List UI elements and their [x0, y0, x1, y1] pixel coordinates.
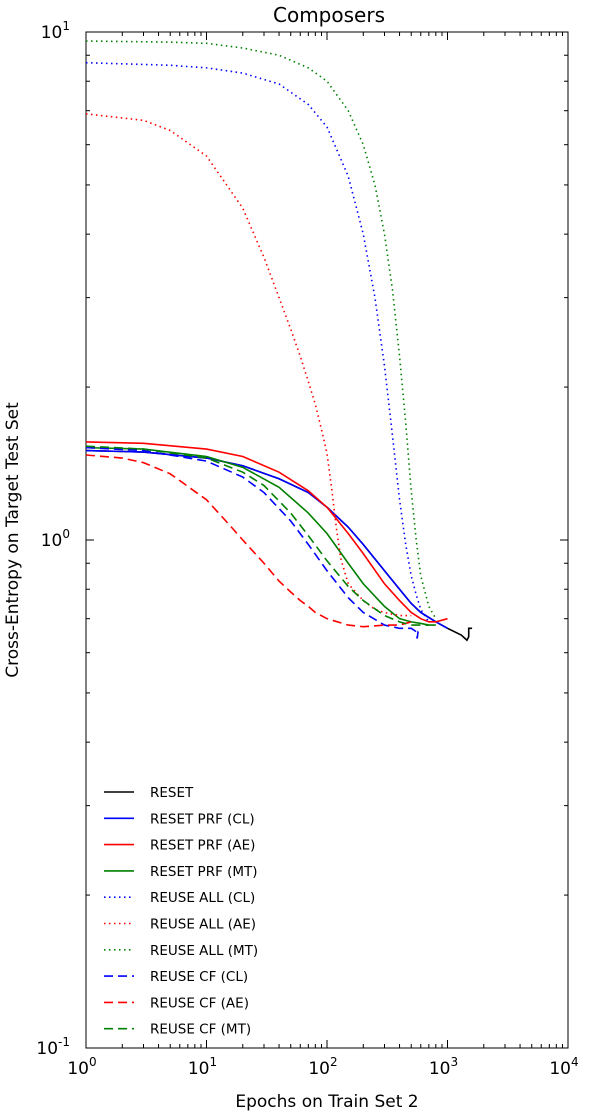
legend-entry-label: REUSE CF (CL) [150, 969, 248, 985]
series-line-9 [85, 445, 429, 626]
plot-frame [85, 31, 569, 1049]
x-tick-label: 101 [188, 1055, 217, 1079]
y-tick-label: 10-1 [36, 1035, 70, 1059]
legend-entry-label: RESET PRF (CL) [150, 811, 255, 827]
legend-entry-label: REUSE ALL (MT) [150, 943, 258, 959]
data-series [85, 40, 473, 642]
legend: RESET RESET PRF (CL) RESET PRF (AE) RESET P… [104, 785, 258, 1038]
series-line-2 [85, 441, 448, 623]
legend-entry-label: REUSE CF (AE) [150, 995, 249, 1011]
x-tick-label: 102 [308, 1055, 337, 1079]
series-line-7 [85, 446, 421, 639]
x-tick-label: 104 [549, 1055, 578, 1079]
legend-entry-label: REUSE CF (MT) [150, 1022, 251, 1038]
y-tick-label: 100 [41, 527, 70, 551]
y-axis-label: Cross-Entropy on Target Test Set [3, 402, 23, 678]
legend-entry-label: REUSE ALL (CL) [150, 890, 255, 906]
series-line-3 [85, 446, 436, 626]
chart-title: Composers [273, 3, 385, 27]
x-tick-label: 100 [67, 1055, 96, 1079]
series-line-4 [85, 61, 430, 623]
legend-entry-label: RESET [150, 785, 194, 801]
y-tick-label: 101 [41, 19, 70, 43]
legend-entry-label: REUSE ALL (AE) [150, 917, 256, 933]
legend-entry-label: RESET PRF (MT) [150, 864, 258, 880]
series-line-8 [85, 454, 412, 628]
legend-entry-label: RESET PRF (AE) [150, 838, 255, 854]
x-tick-label: 103 [429, 1055, 458, 1079]
x-axis-label: Epochs on Train Set 2 [235, 1092, 418, 1112]
